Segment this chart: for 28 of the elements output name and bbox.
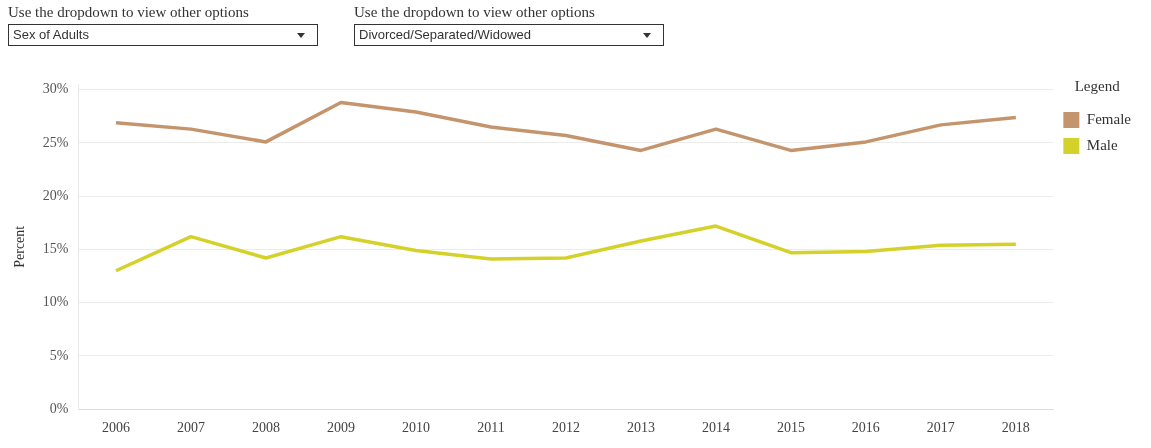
legend-label: Female [1086,110,1132,127]
text: Use the dropdown to view other options [8,4,250,21]
x-tick-label: 2007 [176,420,205,436]
y-tick-label: 15% [42,241,69,257]
text: Divorced/Separated/Widowed [359,27,531,42]
text: Sex of Adults [13,27,89,42]
y-tick-label: 0% [49,400,69,416]
y-tick-label: 30% [42,81,69,97]
y-tick-label: 5% [49,347,69,363]
x-tick-label: 2011 [477,420,505,436]
text: Use the dropdown to view other options [354,4,596,21]
legend-label: Male [1086,136,1119,153]
x-tick-label: 2012 [551,420,580,436]
x-tick-label: 2017 [926,420,955,436]
y-tick-label: 10% [42,294,69,310]
x-tick-label: 2014 [701,420,730,436]
x-tick-label: 2018 [1001,420,1030,436]
x-tick-label: 2010 [401,420,430,436]
x-tick-label: 2006 [101,420,130,436]
x-tick-label: 2009 [326,420,355,436]
x-tick-label: 2013 [626,420,655,436]
y-tick-label: 25% [42,134,69,150]
y-axis-title: Percent [12,225,28,268]
x-tick-label: 2016 [851,420,880,436]
x-tick-label: 2008 [251,420,280,436]
x-tick-label: 2015 [776,420,805,436]
y-tick-label: 20% [42,187,69,203]
legend-title: Legend [1074,78,1121,95]
